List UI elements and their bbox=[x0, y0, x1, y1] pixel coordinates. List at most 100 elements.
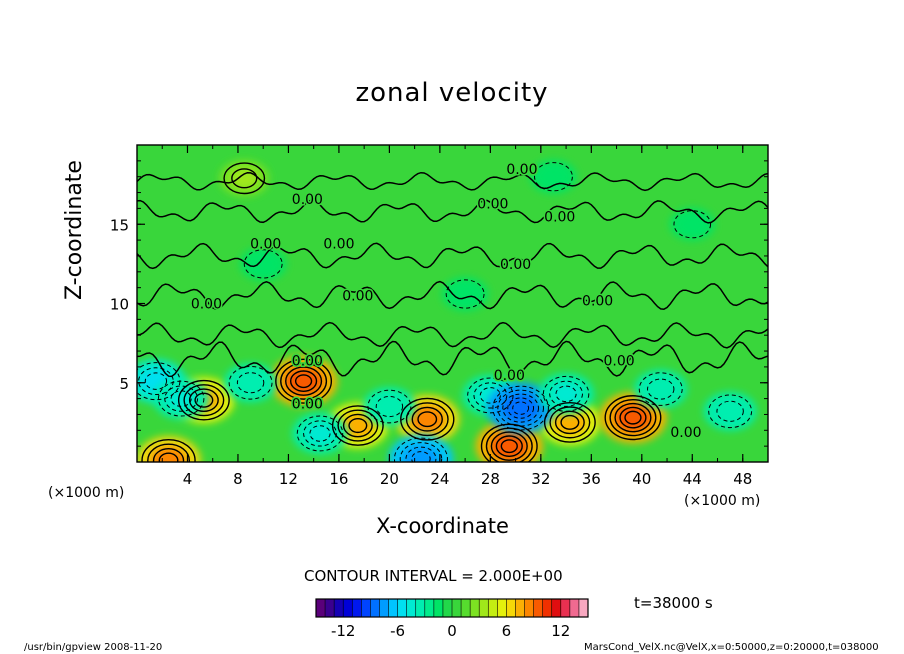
contour-ring bbox=[296, 415, 344, 452]
contour-ring bbox=[555, 385, 577, 403]
contour-ring bbox=[502, 393, 539, 423]
colorbar-swatch bbox=[497, 599, 507, 617]
field-feature-core bbox=[403, 445, 439, 462]
field-feature-core bbox=[340, 412, 375, 439]
contour-label: 0.00 bbox=[582, 293, 613, 309]
contour-ring bbox=[604, 395, 662, 441]
colorbar-swatch bbox=[325, 599, 335, 617]
field-feature-core bbox=[236, 372, 266, 394]
field-feature-core bbox=[374, 395, 404, 418]
contour-label: 0.00 bbox=[292, 396, 323, 412]
colorbar-swatch bbox=[479, 599, 489, 617]
contour-ring bbox=[492, 385, 549, 431]
field-feature-core bbox=[679, 215, 705, 234]
x-tick-label: 12 bbox=[279, 470, 298, 488]
colorbar-swatch bbox=[415, 599, 426, 617]
contour-ring bbox=[467, 377, 514, 414]
x-tick-label: 4 bbox=[183, 470, 193, 488]
contour-ring bbox=[144, 372, 168, 390]
contour-ring bbox=[647, 378, 675, 400]
contour-ring bbox=[405, 446, 437, 462]
y-tick-label: 5 bbox=[119, 375, 129, 393]
contour-ring bbox=[170, 390, 192, 407]
contour-ring bbox=[393, 437, 448, 462]
contour-ring bbox=[417, 411, 438, 428]
field-feature-core bbox=[452, 284, 478, 304]
contour-ring bbox=[624, 410, 642, 425]
contour-ring bbox=[614, 402, 652, 433]
field-feature-core bbox=[540, 167, 567, 186]
contour-ring bbox=[507, 397, 535, 419]
colorbar-swatch bbox=[551, 599, 562, 617]
colorbar-swatch bbox=[379, 599, 389, 617]
y-tick-label: 10 bbox=[110, 296, 129, 314]
colorbar-swatch bbox=[352, 599, 362, 617]
contour-ring bbox=[337, 409, 379, 442]
contour-ring bbox=[512, 401, 530, 415]
contour-ring bbox=[405, 402, 449, 437]
contour-label: 0.00 bbox=[342, 289, 373, 305]
contour-ring bbox=[560, 414, 580, 430]
contour-ring bbox=[549, 406, 591, 439]
contour-ring bbox=[549, 380, 583, 407]
contour-ring bbox=[473, 382, 508, 409]
field-feature-core bbox=[552, 409, 587, 436]
colorbar-tick-label: -12 bbox=[331, 622, 356, 640]
field-feature-core bbox=[646, 378, 676, 400]
contour-ring bbox=[280, 362, 328, 400]
zero-contour bbox=[137, 199, 768, 224]
contour-label: 0.00 bbox=[323, 236, 354, 252]
contour-ring bbox=[495, 435, 523, 458]
x-axis-unit-left: (×1000 m) bbox=[48, 485, 125, 501]
contour-ring bbox=[400, 397, 455, 441]
x-tick-label: 44 bbox=[683, 470, 702, 488]
contour-ring bbox=[141, 438, 196, 462]
contour-ring bbox=[158, 452, 179, 462]
contour-label: 0.00 bbox=[292, 192, 323, 208]
colorbar-swatch bbox=[406, 599, 417, 617]
colorbar-swatch bbox=[424, 599, 435, 617]
contour-ring bbox=[500, 439, 518, 454]
contour-ring bbox=[543, 402, 596, 443]
contour-ring bbox=[411, 406, 443, 432]
x-tick-label: 48 bbox=[733, 470, 752, 488]
contour-ring bbox=[445, 279, 485, 309]
contour-ring bbox=[399, 442, 443, 462]
x-tick-label: 8 bbox=[233, 470, 243, 488]
x-tick-label: 20 bbox=[380, 470, 399, 488]
colorbar-swatch bbox=[569, 599, 580, 617]
zero-contour bbox=[137, 280, 768, 310]
colorbar-tick-label: -6 bbox=[390, 622, 405, 640]
colorbar-swatch bbox=[452, 599, 462, 617]
contour-ring bbox=[275, 358, 333, 404]
contour-ring bbox=[223, 162, 266, 195]
colorbar-swatch bbox=[343, 599, 353, 617]
colorbar-swatch bbox=[388, 599, 398, 617]
x-tick-label: 40 bbox=[632, 470, 651, 488]
contour-ring bbox=[289, 370, 318, 393]
x-tick-label: 32 bbox=[531, 470, 550, 488]
field-feature-core bbox=[715, 400, 745, 422]
contour-ring bbox=[367, 389, 412, 424]
colorbar-tick-label: 12 bbox=[551, 622, 570, 640]
colorbar-swatch bbox=[370, 599, 380, 617]
x-tick-label: 16 bbox=[329, 470, 348, 488]
contour-label: 0.00 bbox=[494, 368, 525, 384]
y-tick-label: 15 bbox=[110, 216, 129, 234]
colorbar-swatch bbox=[488, 599, 498, 617]
colorbar-swatch bbox=[578, 599, 589, 617]
contour-ring bbox=[177, 379, 230, 421]
zero-contour bbox=[137, 340, 768, 378]
contour-ring bbox=[228, 365, 273, 400]
contour-ring bbox=[673, 210, 712, 239]
colorbar-frame bbox=[315, 598, 589, 618]
colorbar-swatch bbox=[515, 599, 525, 617]
contour-ring bbox=[554, 410, 585, 435]
colorbar-swatch bbox=[461, 599, 471, 617]
contour-ring bbox=[619, 406, 647, 429]
field-feature-core bbox=[409, 405, 446, 433]
footer-file-info: MarsCond_VelX.nc@VelX,x=0:50000,z=0:2000… bbox=[584, 642, 879, 653]
contour-interval-text: CONTOUR INTERVAL = 2.000E+00 bbox=[304, 567, 563, 585]
colorbar-swatch bbox=[442, 599, 453, 617]
